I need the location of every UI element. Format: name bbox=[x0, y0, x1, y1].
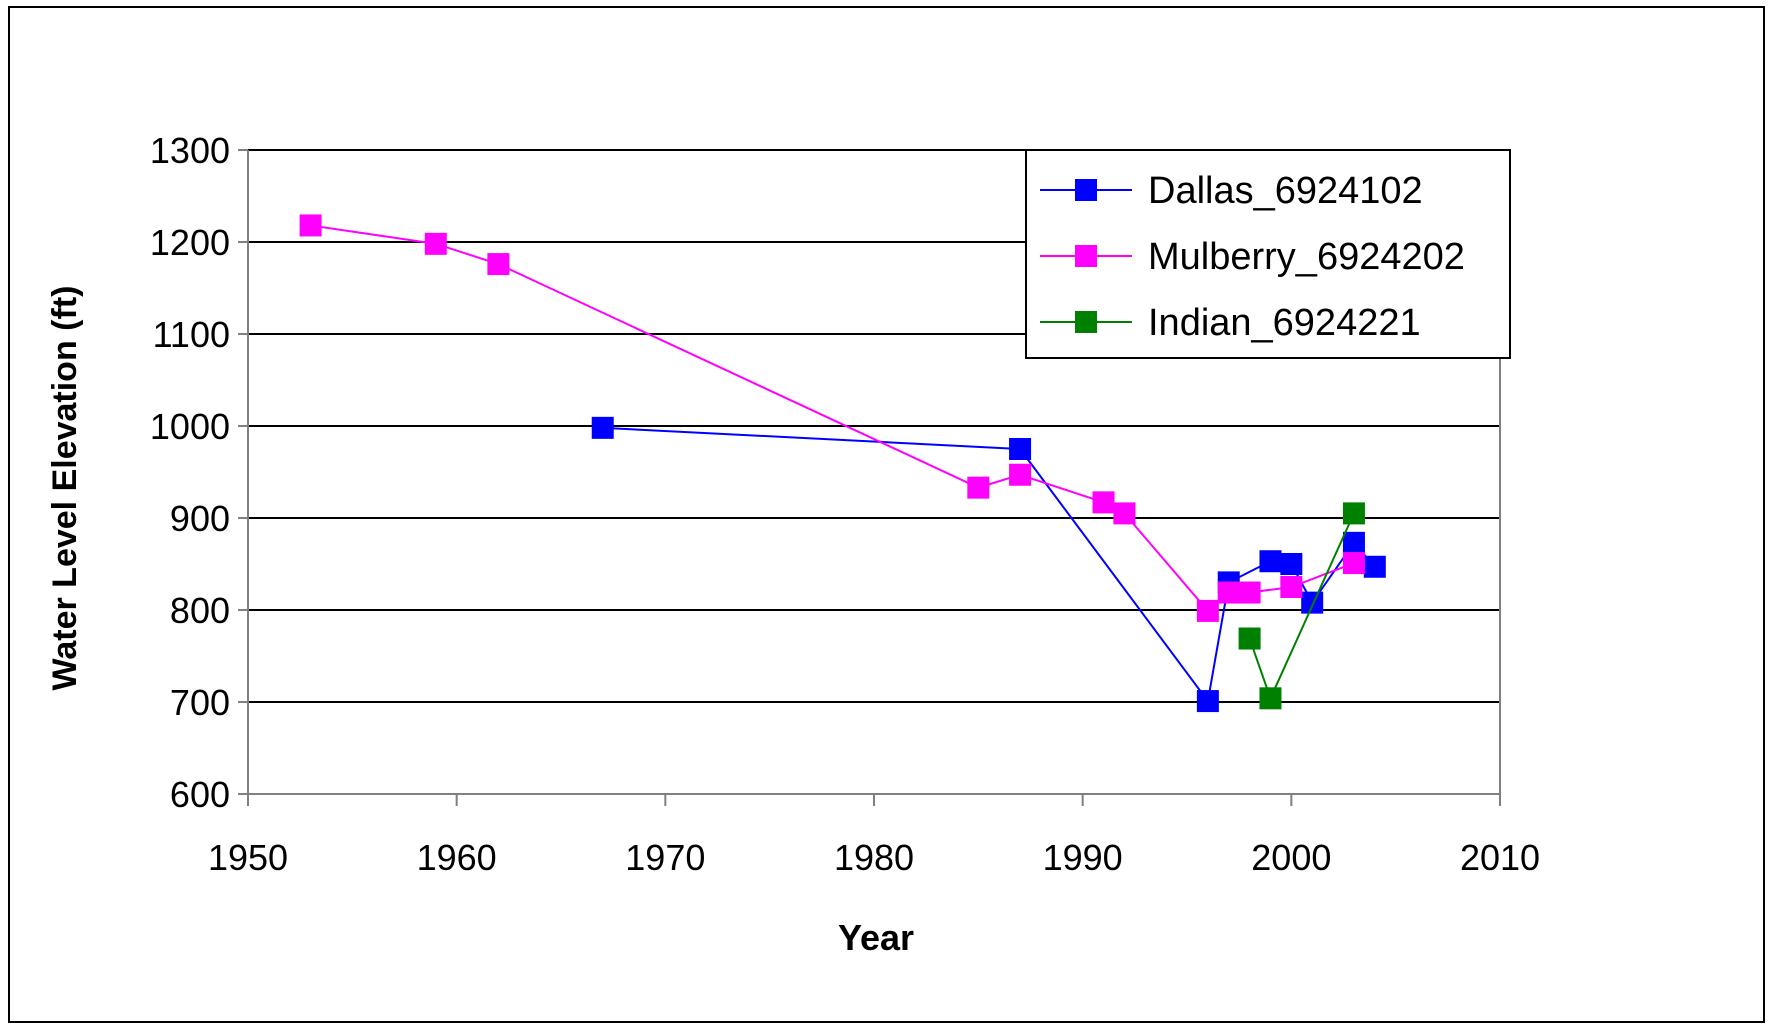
x-axis-label: Year bbox=[838, 917, 914, 958]
y-tick-label: 800 bbox=[170, 590, 230, 631]
legend-box bbox=[1025, 149, 1511, 359]
data-point bbox=[1342, 502, 1365, 525]
x-tick-label: 1960 bbox=[417, 837, 497, 878]
data-point bbox=[1280, 553, 1303, 575]
legend-entry: Indian_6924221 bbox=[1148, 302, 1421, 344]
y-tick-label: 1300 bbox=[150, 130, 230, 171]
series-layer bbox=[299, 214, 1386, 713]
y-tick-label: 600 bbox=[170, 774, 230, 815]
y-tick-label: 1000 bbox=[150, 406, 230, 447]
y-tick-label: 700 bbox=[170, 682, 230, 723]
data-point bbox=[1092, 491, 1115, 514]
legend-entry: Mulberry_6924202 bbox=[1148, 236, 1465, 278]
legend-marker-0 bbox=[1075, 179, 1097, 201]
data-point bbox=[1280, 576, 1303, 598]
y-tick-label: 1100 bbox=[153, 314, 230, 355]
legend-marker-1 bbox=[1075, 245, 1097, 267]
data-point bbox=[1342, 552, 1365, 575]
data-point bbox=[967, 476, 990, 499]
y-tick-label: 1200 bbox=[150, 222, 230, 263]
x-tick-label: 2000 bbox=[1251, 837, 1331, 878]
legend-marker-2 bbox=[1075, 311, 1097, 333]
legend: Dallas_6924102 Mulberry_6924202 Indian_692… bbox=[1025, 149, 1511, 359]
x-tick-label: 1980 bbox=[834, 837, 914, 878]
data-point bbox=[1217, 581, 1240, 604]
data-point bbox=[424, 232, 447, 255]
data-point bbox=[1238, 581, 1261, 604]
data-point bbox=[1113, 502, 1136, 525]
data-point bbox=[1259, 687, 1282, 710]
legend-entry: Dallas_6924102 bbox=[1148, 170, 1423, 212]
data-point bbox=[1342, 531, 1365, 554]
data-point bbox=[591, 416, 614, 439]
data-point bbox=[1259, 550, 1282, 573]
data-point bbox=[1196, 690, 1219, 713]
series-line-0 bbox=[602, 426, 1376, 704]
data-point bbox=[1301, 591, 1324, 614]
y-axis-label: Water Level Elevation (ft) bbox=[46, 286, 84, 691]
x-tick-label: 1950 bbox=[208, 837, 288, 878]
data-point bbox=[1238, 627, 1261, 650]
data-point bbox=[1009, 438, 1032, 460]
x-tick-label: 1970 bbox=[625, 837, 705, 878]
data-point bbox=[1363, 555, 1386, 578]
data-point bbox=[1196, 599, 1219, 622]
x-tick-label: 1990 bbox=[1043, 837, 1123, 878]
series-1 bbox=[299, 214, 1365, 622]
series-0 bbox=[591, 416, 1386, 713]
data-point bbox=[1009, 463, 1032, 486]
axis-ticks: 600 700 800 900 1000 1100 1200 1300 1950 1960 1970… bbox=[150, 130, 1540, 878]
series-2 bbox=[1238, 502, 1365, 710]
x-tick-label: 2010 bbox=[1460, 837, 1540, 878]
data-point bbox=[299, 214, 322, 237]
data-point bbox=[487, 253, 510, 276]
y-tick-label: 900 bbox=[170, 498, 230, 539]
